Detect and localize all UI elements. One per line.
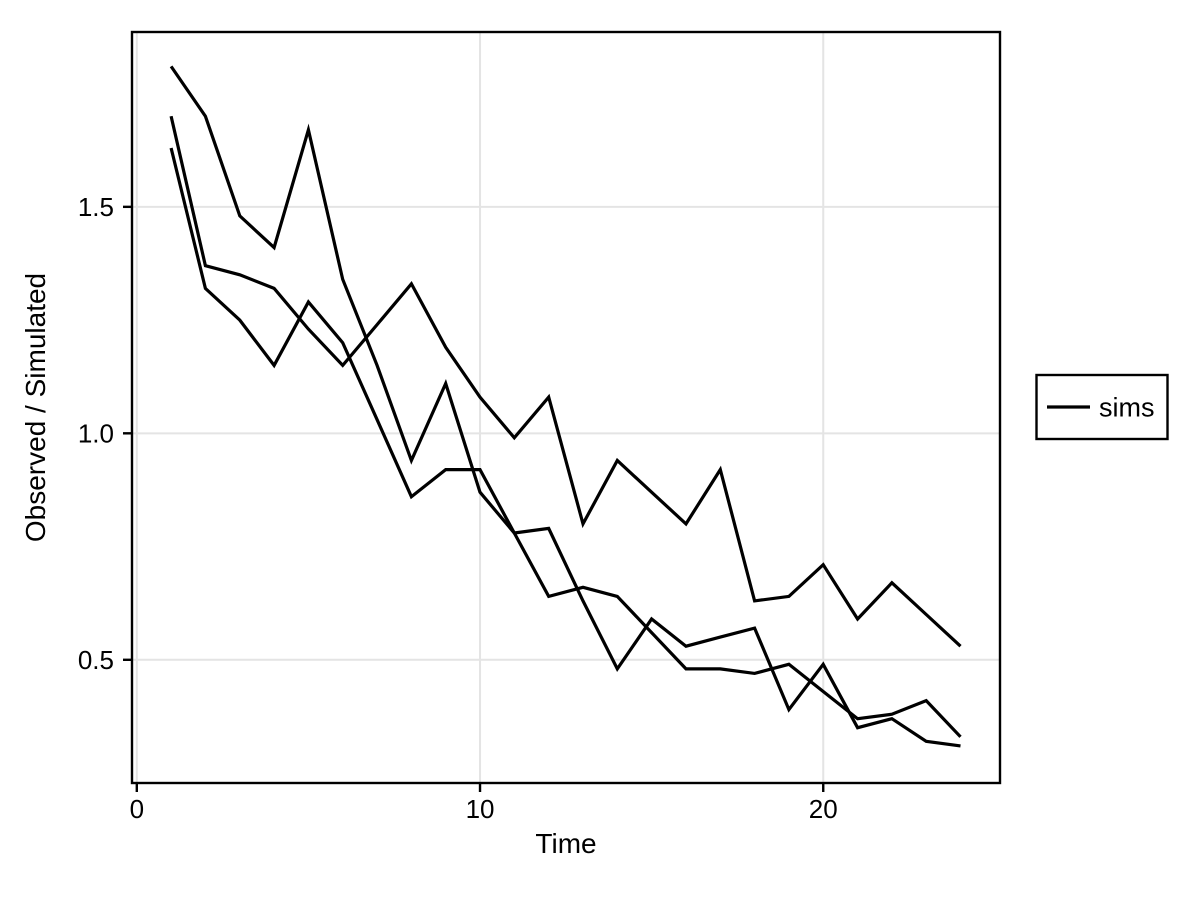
x-tick-label: 0 [130, 794, 144, 824]
series-line-1 [169, 65, 961, 748]
y-axis-label: Observed / Simulated [20, 273, 51, 542]
plot-border [130, 30, 1002, 785]
series-lines [169, 65, 962, 748]
legend: sims [1035, 373, 1169, 441]
y-tick-label: 1.0 [78, 418, 114, 448]
series-line-2 [169, 115, 962, 648]
x-tick-label: 10 [466, 794, 495, 824]
y-tick-label: 0.5 [78, 645, 114, 675]
y-tick-label: 1.5 [78, 192, 114, 222]
x-axis-label: Time [535, 828, 596, 859]
legend-entry-sims: sims [1099, 393, 1155, 423]
x-tick-label: 20 [809, 794, 838, 824]
plot-area [132, 32, 1000, 783]
axis-ticks: 0 10 20 0.5 1.0 1.5 [78, 192, 838, 824]
gridlines [132, 32, 1000, 783]
series-line-3 [169, 147, 962, 738]
